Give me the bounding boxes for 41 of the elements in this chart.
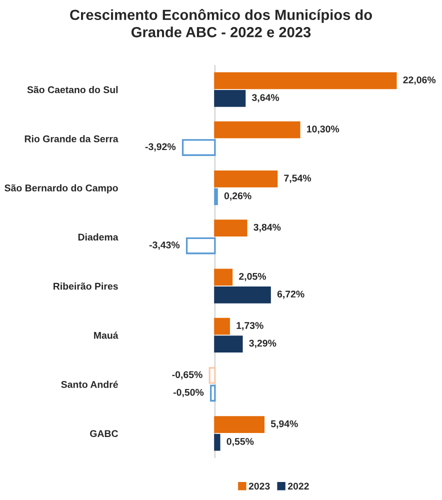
- data-label: -0,50%: [173, 388, 204, 398]
- bar: [214, 268, 233, 286]
- bar: [214, 90, 246, 107]
- data-label: 7,54%: [284, 174, 312, 183]
- data-label: 22,06%: [403, 76, 436, 85]
- y-tick-label: São Bernardo do Campo: [4, 184, 118, 194]
- bar: [214, 220, 248, 237]
- y-tick-label: Diadema: [78, 233, 118, 241]
- y-tick-label: Rio Grande da Serra: [24, 135, 118, 142]
- data-label: -3,92%: [145, 143, 176, 152]
- data-label: 1,73%: [236, 322, 264, 330]
- y-tick-label: Ribeirão Pires: [54, 282, 118, 290]
- data-label: 5,94%: [270, 420, 298, 429]
- y-tick-label: São Caetano do Sul: [27, 86, 118, 94]
- data-label: 2,05%: [239, 272, 266, 282]
- data-label: 0,55%: [226, 438, 254, 446]
- legend-label: 2022: [288, 482, 309, 490]
- data-label: 3,64%: [252, 94, 280, 102]
- chart-title: Crescimento Econômico dos Municípios do Grande ABC - 2022 e 2023: [70, 9, 372, 38]
- y-tick-label: Santo André: [61, 380, 118, 388]
- bar: [214, 188, 218, 206]
- data-label: -3,43%: [149, 242, 180, 250]
- bar: [182, 139, 216, 156]
- bar: [214, 72, 397, 90]
- bar: [214, 434, 220, 451]
- bar: [214, 416, 265, 434]
- data-label: -0,65%: [172, 371, 202, 380]
- bar: [214, 286, 271, 304]
- data-label: 3,29%: [249, 340, 276, 348]
- bar: [186, 237, 216, 254]
- data-label: 0,26%: [224, 192, 252, 201]
- bar: [214, 336, 243, 352]
- bar: [214, 170, 278, 188]
- bar: [214, 121, 300, 138]
- data-label: 10,30%: [306, 126, 340, 134]
- bar: [214, 318, 230, 335]
- legend-label: 2023: [248, 482, 270, 490]
- y-tick-label: GABC: [90, 430, 118, 438]
- data-label: 6,72%: [277, 290, 304, 299]
- y-tick-label: Mauá: [94, 332, 118, 339]
- data-label: 3,84%: [254, 224, 281, 232]
